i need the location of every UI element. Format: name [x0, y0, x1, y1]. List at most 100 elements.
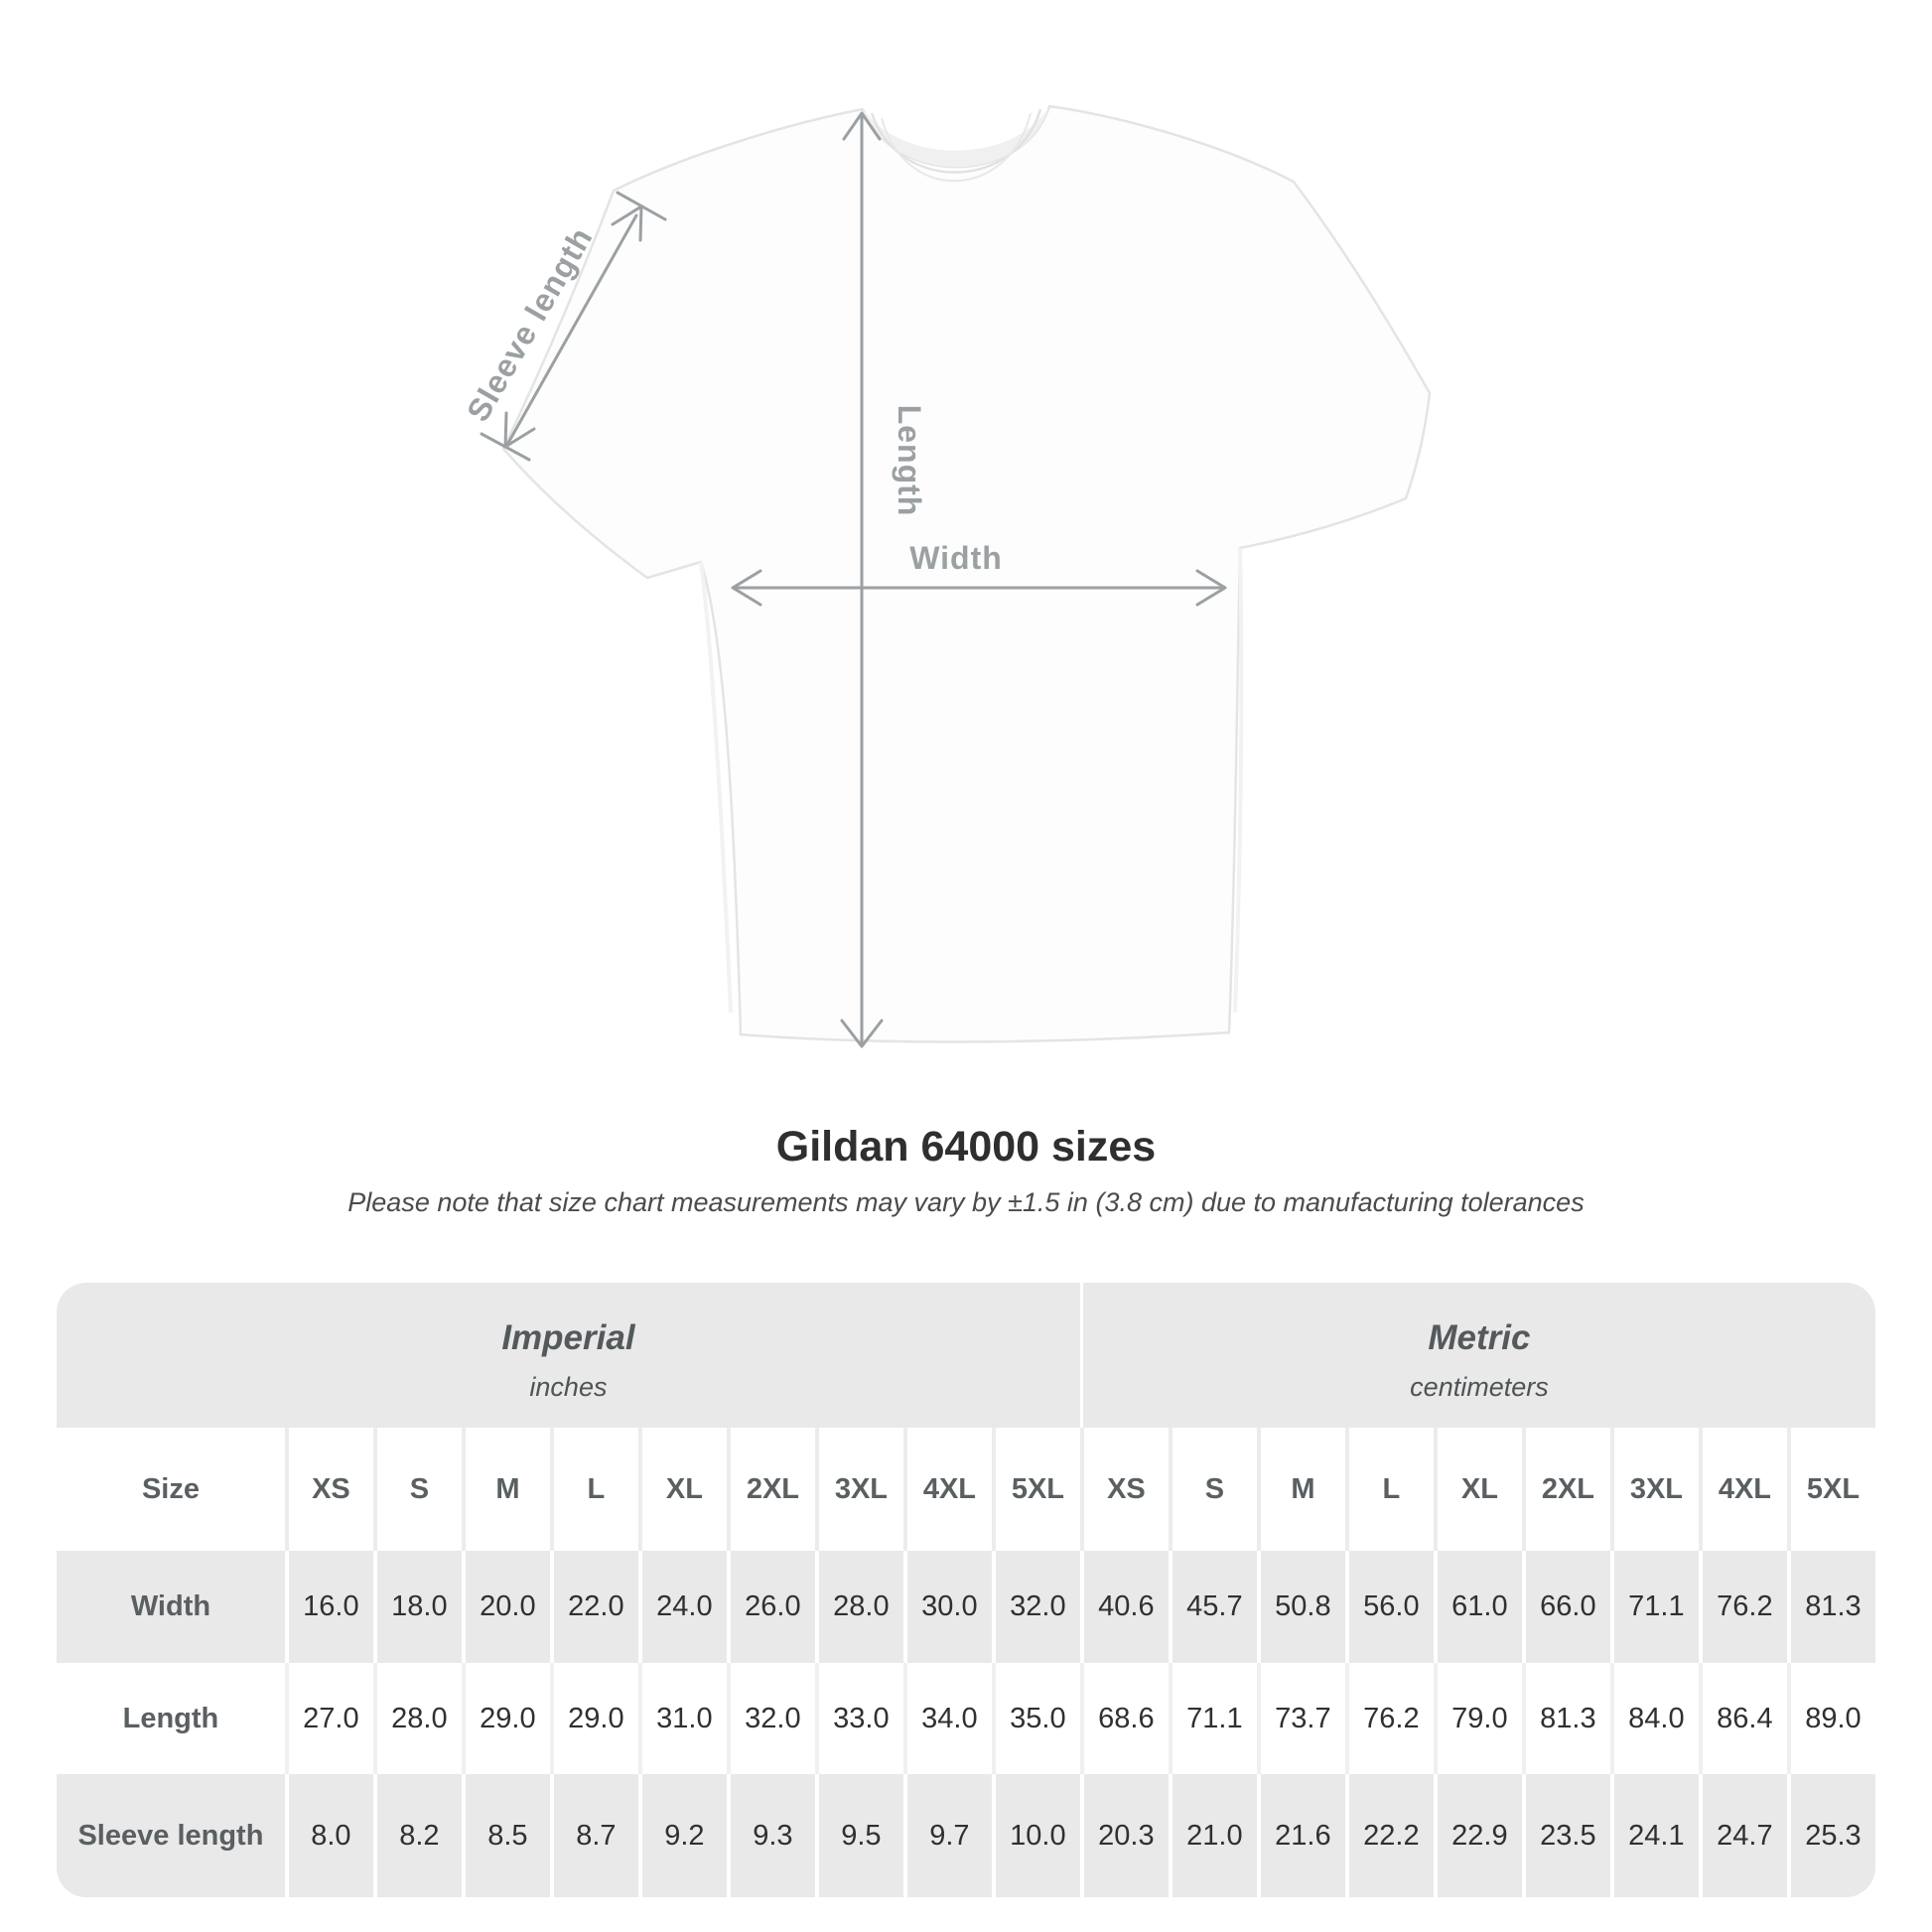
- length-arrow: [840, 111, 884, 1048]
- size-col-imperial-m: M: [461, 1428, 550, 1551]
- width-imperial-xl: 24.0: [637, 1551, 727, 1663]
- tshirt-outline: [501, 104, 1432, 1043]
- width-imperial-s: 18.0: [372, 1551, 462, 1663]
- sleeve-length-imperial-2xl: 9.3: [726, 1774, 815, 1897]
- right-sleeve-crease: [1233, 547, 1244, 1014]
- size-chart-table: Imperial inches Metric centimeters Size …: [57, 1283, 1875, 1897]
- width-row-label: Width: [57, 1551, 285, 1663]
- length-metric-2xl: 81.3: [1521, 1663, 1610, 1774]
- length-imperial-s: 28.0: [372, 1663, 462, 1774]
- length-imperial-5xl: 35.0: [991, 1663, 1080, 1774]
- size-col-imperial-5xl: 5XL: [991, 1428, 1080, 1551]
- unit-group-row: Imperial inches Metric centimeters: [57, 1283, 1875, 1428]
- size-header-row: Size XS S M L XL 2XL 3XL 4XL 5XL XS S M L XL 2XL 3XL 4XL…: [57, 1428, 1875, 1551]
- size-col-imperial-xs: XS: [284, 1428, 373, 1551]
- sleeve-length-metric-xs: 20.3: [1079, 1774, 1169, 1897]
- sleeve-length-imperial-5xl: 10.0: [991, 1774, 1080, 1897]
- sleeve-length-imperial-xl: 9.2: [637, 1774, 727, 1897]
- sleeve-length-row-label: Sleeve length: [57, 1774, 285, 1897]
- width-imperial-2xl: 26.0: [726, 1551, 815, 1663]
- collar-rib-outer: [870, 108, 1042, 174]
- length-imperial-xl: 31.0: [637, 1663, 727, 1774]
- tshirt-diagram-svg: Length Width Sleeve length: [460, 104, 1432, 1048]
- length-metric-m: 73.7: [1256, 1663, 1345, 1774]
- width-metric-l: 56.0: [1344, 1551, 1434, 1663]
- size-col-metric-m: M: [1256, 1428, 1345, 1551]
- width-imperial-l: 22.0: [549, 1551, 638, 1663]
- width-row: Width 16.0 18.0 20.0 22.0 24.0 26.0 28.0 30.0 32…: [57, 1551, 1875, 1663]
- length-metric-l: 76.2: [1344, 1663, 1434, 1774]
- tshirt-illustration: [501, 104, 1432, 1043]
- page-title: Gildan 64000 sizes: [775, 1123, 1157, 1171]
- imperial-label: Imperial: [501, 1317, 635, 1357]
- length-metric-xl: 79.0: [1433, 1663, 1522, 1774]
- width-imperial-xs: 16.0: [284, 1551, 373, 1663]
- sleeve-length-imperial-m: 8.5: [461, 1774, 550, 1897]
- width-imperial-m: 20.0: [461, 1551, 550, 1663]
- size-col-imperial-4xl: 4XL: [902, 1428, 992, 1551]
- length-imperial-l: 29.0: [549, 1663, 638, 1774]
- length-label: Length: [892, 405, 927, 517]
- sleeve-length-metric-3xl: 24.1: [1609, 1774, 1699, 1897]
- width-imperial-5xl: 32.0: [991, 1551, 1080, 1663]
- size-col-metric-s: S: [1168, 1428, 1257, 1551]
- size-col-metric-2xl: 2XL: [1521, 1428, 1610, 1551]
- length-imperial-xs: 27.0: [284, 1663, 373, 1774]
- sleeve-length-metric-l: 22.2: [1344, 1774, 1434, 1897]
- width-metric-2xl: 66.0: [1521, 1551, 1610, 1663]
- sleeve-length-arrow: [480, 191, 667, 462]
- sleeve-length-metric-xl: 22.9: [1433, 1774, 1522, 1897]
- left-sleeve-crease: [699, 561, 733, 1014]
- width-metric-xs: 40.6: [1079, 1551, 1169, 1663]
- length-metric-xs: 68.6: [1079, 1663, 1169, 1774]
- width-metric-5xl: 81.3: [1786, 1551, 1875, 1663]
- sleeve-length-imperial-l: 8.7: [549, 1774, 638, 1897]
- metric-sublabel: centimeters: [1410, 1371, 1549, 1402]
- size-col-imperial-xl: XL: [637, 1428, 727, 1551]
- size-col-imperial-s: S: [372, 1428, 462, 1551]
- collar-shadow: [863, 106, 1049, 168]
- width-metric-m: 50.8: [1256, 1551, 1345, 1663]
- width-label: Width: [909, 540, 1003, 576]
- length-imperial-4xl: 34.0: [902, 1663, 992, 1774]
- imperial-sublabel: inches: [529, 1371, 608, 1402]
- length-metric-3xl: 84.0: [1609, 1663, 1699, 1774]
- length-imperial-3xl: 33.0: [814, 1663, 903, 1774]
- sleeve-length-metric-4xl: 24.7: [1698, 1774, 1787, 1897]
- width-imperial-3xl: 28.0: [814, 1551, 903, 1663]
- size-col-imperial-3xl: 3XL: [814, 1428, 903, 1551]
- length-metric-5xl: 89.0: [1786, 1663, 1875, 1774]
- metric-group-header: Metric centimeters: [1079, 1283, 1875, 1428]
- size-col-metric-4xl: 4XL: [1698, 1428, 1787, 1551]
- sleeve-length-row: Sleeve length 8.0 8.2 8.5 8.7 9.2 9.3 9.5 9.7 10…: [57, 1774, 1875, 1897]
- page-subtitle: Please note that size chart measurements…: [347, 1187, 1585, 1217]
- tshirt-measurement-diagram: Length Width Sleeve length: [460, 104, 1432, 1048]
- metric-label: Metric: [1428, 1317, 1531, 1357]
- width-metric-4xl: 76.2: [1698, 1551, 1787, 1663]
- length-row-label: Length: [57, 1663, 285, 1774]
- collar-rib-inner: [881, 112, 1032, 183]
- size-col-imperial-2xl: 2XL: [726, 1428, 815, 1551]
- length-imperial-m: 29.0: [461, 1663, 550, 1774]
- imperial-group-header: Imperial inches: [57, 1283, 1080, 1428]
- sleeve-length-imperial-3xl: 9.5: [814, 1774, 903, 1897]
- size-col-imperial-l: L: [549, 1428, 638, 1551]
- sleeve-length-metric-s: 21.0: [1168, 1774, 1257, 1897]
- length-metric-s: 71.1: [1168, 1663, 1257, 1774]
- sleeve-length-imperial-s: 8.2: [372, 1774, 462, 1897]
- size-col-metric-5xl: 5XL: [1786, 1428, 1875, 1551]
- width-arrow: [731, 569, 1227, 607]
- size-col-metric-xs: XS: [1079, 1428, 1169, 1551]
- width-metric-s: 45.7: [1168, 1551, 1257, 1663]
- sleeve-length-metric-m: 21.6: [1256, 1774, 1345, 1897]
- sleeve-length-metric-2xl: 23.5: [1521, 1774, 1610, 1897]
- size-col-metric-3xl: 3XL: [1609, 1428, 1699, 1551]
- width-metric-3xl: 71.1: [1609, 1551, 1699, 1663]
- sleeve-length-metric-5xl: 25.3: [1786, 1774, 1875, 1897]
- width-metric-xl: 61.0: [1433, 1551, 1522, 1663]
- length-metric-4xl: 86.4: [1698, 1663, 1787, 1774]
- size-col-metric-l: L: [1344, 1428, 1434, 1551]
- sleeve-length-imperial-4xl: 9.7: [902, 1774, 992, 1897]
- width-imperial-4xl: 30.0: [902, 1551, 992, 1663]
- size-col-metric-xl: XL: [1433, 1428, 1522, 1551]
